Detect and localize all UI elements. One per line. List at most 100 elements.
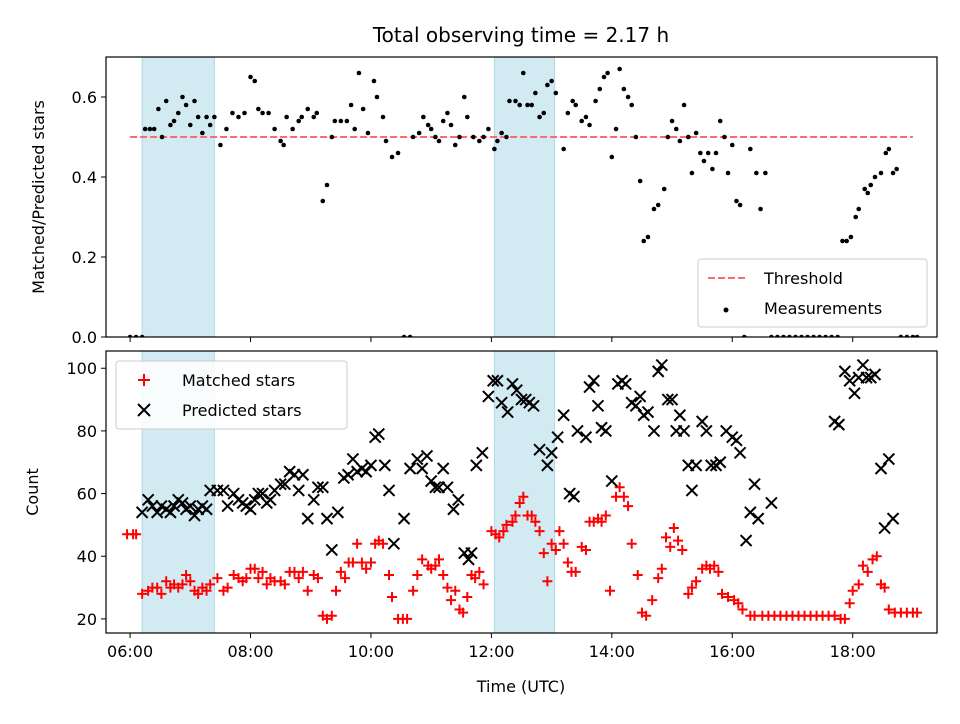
measurements-point xyxy=(410,134,416,140)
measurements-point xyxy=(311,114,317,120)
matched-stars-point xyxy=(356,557,367,568)
predicted-stars-point xyxy=(501,405,514,419)
top-legend-box xyxy=(697,258,928,328)
measurements-point xyxy=(445,110,450,116)
measurements-point xyxy=(242,110,247,116)
measurements-point xyxy=(713,150,719,156)
measurements-point xyxy=(537,114,542,120)
matched-stars-point xyxy=(737,604,748,615)
predicted-stars-point xyxy=(689,459,703,472)
predicted-stars-point xyxy=(599,424,613,438)
matched-stars-point xyxy=(253,573,264,584)
matched-stars-point xyxy=(417,554,428,565)
measurements-point xyxy=(281,142,286,148)
measurements-point xyxy=(689,170,695,176)
matched-stars-point xyxy=(470,573,481,584)
predicted-stars-point xyxy=(629,399,643,413)
predicted-stars-point xyxy=(714,456,727,469)
predicted-stars-point xyxy=(730,434,743,447)
matched-stars-point xyxy=(331,585,342,596)
measurements-point xyxy=(236,114,241,120)
measurements-point xyxy=(314,110,320,116)
predicted-stars-point xyxy=(359,465,373,478)
measurements-point xyxy=(433,134,438,140)
predicted-stars-point xyxy=(541,459,554,472)
measurements-point xyxy=(332,118,338,124)
measurements-point xyxy=(457,134,462,140)
measurements-point xyxy=(425,122,431,128)
predicted-stars-point xyxy=(661,393,675,406)
measurements-point xyxy=(163,98,169,104)
predicted-stars-point xyxy=(141,493,155,507)
bottom-y-tick-label: 80 xyxy=(77,422,97,441)
predicted-stars-point xyxy=(320,512,334,525)
measurements-point xyxy=(573,102,578,108)
predicted-stars-point xyxy=(641,405,655,419)
matched-stars-point xyxy=(510,510,521,521)
measurements-point xyxy=(352,126,357,132)
top-y-tick-label: 0.2 xyxy=(72,248,97,267)
measurements-point xyxy=(705,150,711,156)
predicted-stars-point xyxy=(424,474,438,488)
measurements-point xyxy=(305,106,311,112)
measurements-point xyxy=(617,66,622,72)
bottom-y-axis-label: Count xyxy=(23,468,42,516)
matched-stars-point xyxy=(152,582,163,593)
measurements-point xyxy=(878,170,884,176)
measurements-point xyxy=(486,126,491,132)
legend-predicted-stars-label: Predicted stars xyxy=(182,401,302,420)
matched-stars-point xyxy=(387,591,398,602)
legend-threshold-label: Threshold xyxy=(763,269,843,288)
measurements-point xyxy=(471,134,476,140)
predicted-stars-point xyxy=(510,383,523,397)
measurements-point xyxy=(224,126,229,132)
measurements-point xyxy=(356,70,362,76)
measurements-point xyxy=(284,114,289,120)
matched-stars-point xyxy=(632,570,643,581)
matched-stars-point xyxy=(518,491,529,502)
top-axes-frame xyxy=(105,56,938,338)
bottom-y-tick-label: 20 xyxy=(77,610,97,629)
measurements-point xyxy=(840,238,845,244)
predicted-stars-point xyxy=(184,499,197,513)
measurements-point xyxy=(329,134,335,140)
measurements-point xyxy=(389,154,395,160)
matched-stars-point xyxy=(365,557,376,568)
measurements-point xyxy=(360,106,366,112)
measurements-point xyxy=(440,118,446,124)
measurements-point xyxy=(481,134,486,140)
matched-stars-point xyxy=(181,570,192,581)
measurements-point xyxy=(504,134,509,140)
measurements-point xyxy=(734,198,739,204)
matched-stars-point xyxy=(297,566,308,577)
predicted-stars-point xyxy=(429,481,442,494)
matched-stars-point xyxy=(596,516,607,527)
legend-matched-stars-swatch xyxy=(138,374,150,386)
matched-stars-point xyxy=(614,482,625,493)
matched-stars-point xyxy=(222,582,233,593)
matched-stars-point xyxy=(550,544,561,555)
matched-stars-point xyxy=(847,585,858,596)
matched-stars-point xyxy=(446,595,457,606)
measurements-point xyxy=(256,106,261,112)
predicted-stars-point xyxy=(150,506,164,519)
measurements-point xyxy=(142,126,148,132)
matched-stars-point xyxy=(161,576,172,587)
measurements-point xyxy=(299,114,305,120)
matched-stars-point xyxy=(279,579,290,590)
matched-stars-point xyxy=(829,610,840,621)
measurements-point xyxy=(461,94,467,100)
measurements-point xyxy=(188,122,193,128)
measurements-point xyxy=(248,74,253,80)
bottom-axes-frame xyxy=(105,350,938,634)
matched-stars-point xyxy=(293,573,304,584)
top-plot-area xyxy=(127,66,920,337)
predicted-stars-point xyxy=(447,503,460,516)
measurements-point xyxy=(865,190,871,196)
top-y-tick-label: 0.0 xyxy=(72,328,97,347)
matched-stars-point xyxy=(408,585,419,596)
predicted-stars-point xyxy=(765,496,778,510)
measurements-point xyxy=(681,102,687,108)
measurements-point xyxy=(421,114,426,120)
predicted-stars-point xyxy=(695,415,709,428)
